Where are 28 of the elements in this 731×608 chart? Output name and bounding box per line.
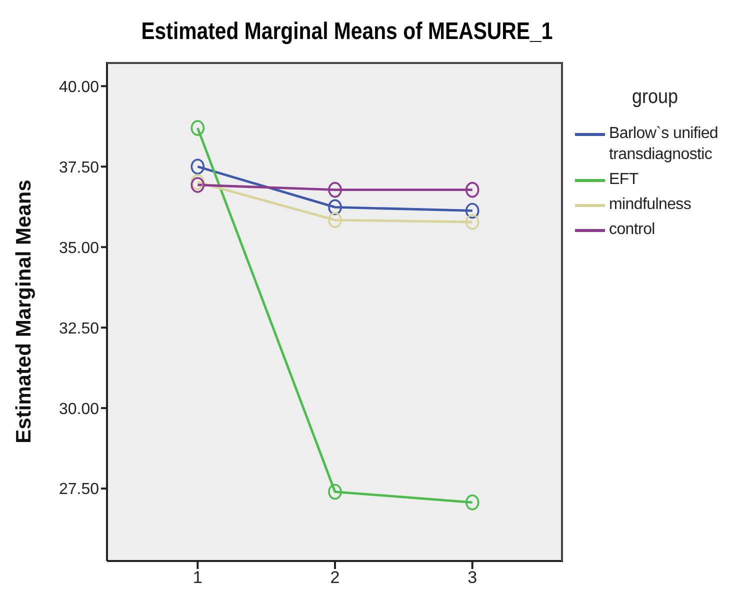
y-tick-label: 40.00 [58, 78, 100, 96]
point [328, 212, 342, 228]
x-tick-label: 2 [330, 568, 340, 588]
legend-label: Barlow`s unified transdiagnostic [609, 124, 720, 165]
x-tick-label: 3 [468, 568, 478, 588]
y-tick-label: 30.00 [58, 400, 100, 418]
point [190, 158, 205, 175]
y-tick-label: 32.50 [58, 320, 100, 338]
point [465, 494, 480, 510]
point [328, 484, 342, 500]
point [328, 182, 342, 198]
legend-label: control [609, 220, 656, 240]
y-tick-label: 27.50 [58, 481, 100, 498]
point [465, 182, 480, 198]
point [190, 174, 205, 190]
legend-label: EFT [609, 170, 640, 190]
y-axis-title: Estimated Marginal Means [12, 180, 36, 444]
y-tick-label: 37.50 [58, 159, 100, 176]
chart-title: Estimated Marginal Means of MEASURE_1 [141, 18, 553, 46]
point [190, 120, 205, 136]
point [465, 202, 480, 219]
point [465, 214, 480, 230]
legend-title: group [630, 86, 680, 109]
x-tick-label: 1 [192, 568, 202, 588]
point [190, 177, 205, 193]
point [328, 199, 342, 216]
y-tick-label: 35.00 [58, 240, 100, 257]
legend-label: mindfulness [609, 195, 692, 215]
